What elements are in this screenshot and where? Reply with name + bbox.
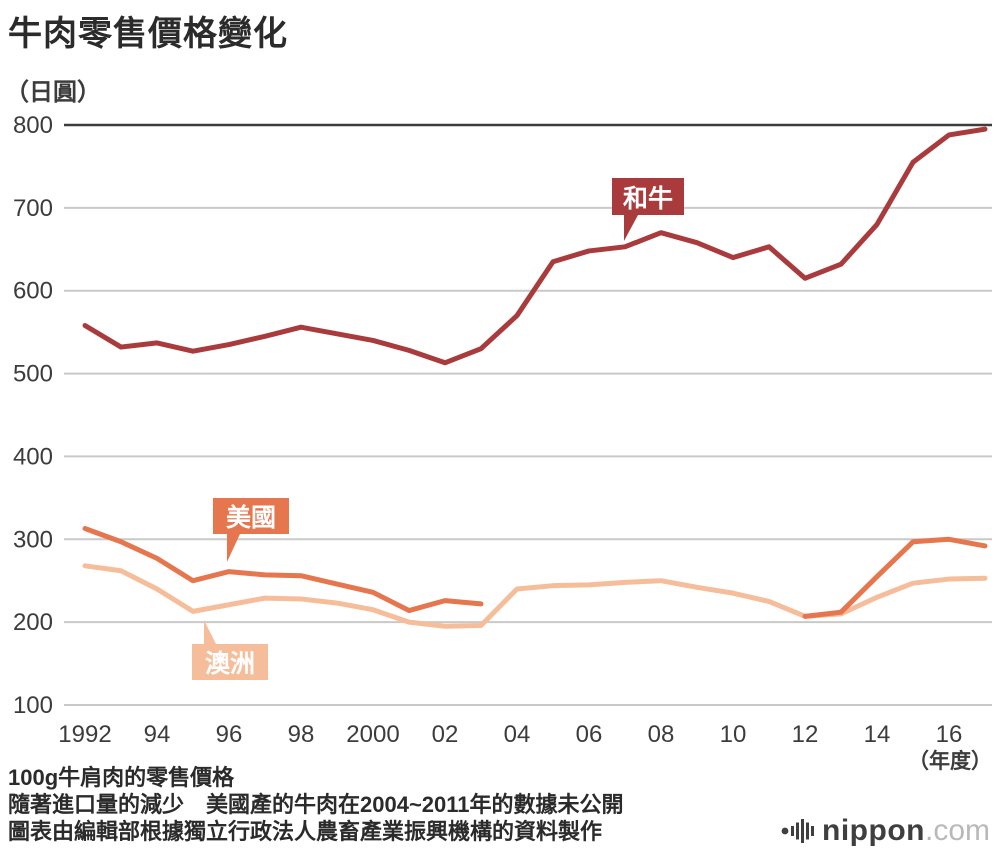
note-price-basis: 100g牛肩肉的零售價格 bbox=[8, 765, 235, 790]
series-label-australia-text: 澳洲 bbox=[204, 650, 255, 678]
nippon-logo: nippon .com bbox=[781, 814, 990, 848]
svg-text:94: 94 bbox=[144, 721, 171, 748]
callout-pointer-icon bbox=[227, 534, 240, 562]
svg-text:（年度）: （年度） bbox=[908, 749, 992, 772]
svg-text:300: 300 bbox=[13, 526, 53, 553]
callout-pointer-icon bbox=[624, 215, 638, 241]
note-us-data-gap: 隨著進口量的減少 美國產的牛肉在2004~2011年的數據未公開 bbox=[8, 792, 624, 817]
svg-text:04: 04 bbox=[504, 721, 531, 748]
svg-text:500: 500 bbox=[13, 361, 53, 388]
svg-text:02: 02 bbox=[432, 721, 459, 748]
svg-text:800: 800 bbox=[13, 112, 53, 139]
logo-suffix-text: .com bbox=[924, 814, 990, 847]
y-axis-unit-label: （日圓） bbox=[5, 79, 101, 106]
note-source: 圖表由編輯部根據獨立行政法人農畜產業振興機構的資料製作 bbox=[8, 819, 603, 844]
svg-text:400: 400 bbox=[13, 443, 53, 470]
series-label-australia: 澳洲 bbox=[192, 620, 268, 680]
series-label-wagyu: 和牛 bbox=[612, 178, 684, 241]
svg-text:98: 98 bbox=[288, 721, 315, 748]
svg-text:10: 10 bbox=[720, 721, 747, 748]
svg-text:100: 100 bbox=[13, 692, 53, 719]
svg-text:08: 08 bbox=[648, 721, 675, 748]
series-label-usa-text: 美國 bbox=[225, 504, 276, 532]
svg-text:06: 06 bbox=[576, 721, 603, 748]
svg-text:14: 14 bbox=[864, 721, 891, 748]
series-label-wagyu-text: 和牛 bbox=[622, 184, 673, 213]
svg-text:700: 700 bbox=[13, 195, 53, 222]
svg-text:12: 12 bbox=[792, 721, 819, 748]
logo-text: nippon bbox=[822, 814, 925, 847]
callout-pointer-icon bbox=[204, 620, 216, 644]
page-title: 牛肉零售價格變化 bbox=[8, 15, 288, 53]
svg-text:16: 16 bbox=[936, 721, 963, 748]
nippon-logo-icon bbox=[781, 819, 815, 843]
svg-text:600: 600 bbox=[13, 278, 53, 305]
price-chart: 100 200 300 400 500 600 700 800 1992 94 96 98 2000 02… bbox=[13, 112, 992, 772]
svg-text:96: 96 bbox=[216, 721, 243, 748]
svg-text:1992: 1992 bbox=[58, 721, 111, 748]
svg-text:200: 200 bbox=[13, 609, 53, 636]
series-label-usa: 美國 bbox=[213, 498, 289, 562]
svg-text:2000: 2000 bbox=[346, 721, 399, 748]
footnotes: 100g牛肩肉的零售價格 隨著進口量的減少 美國產的牛肉在2004~2011年的… bbox=[8, 764, 624, 845]
